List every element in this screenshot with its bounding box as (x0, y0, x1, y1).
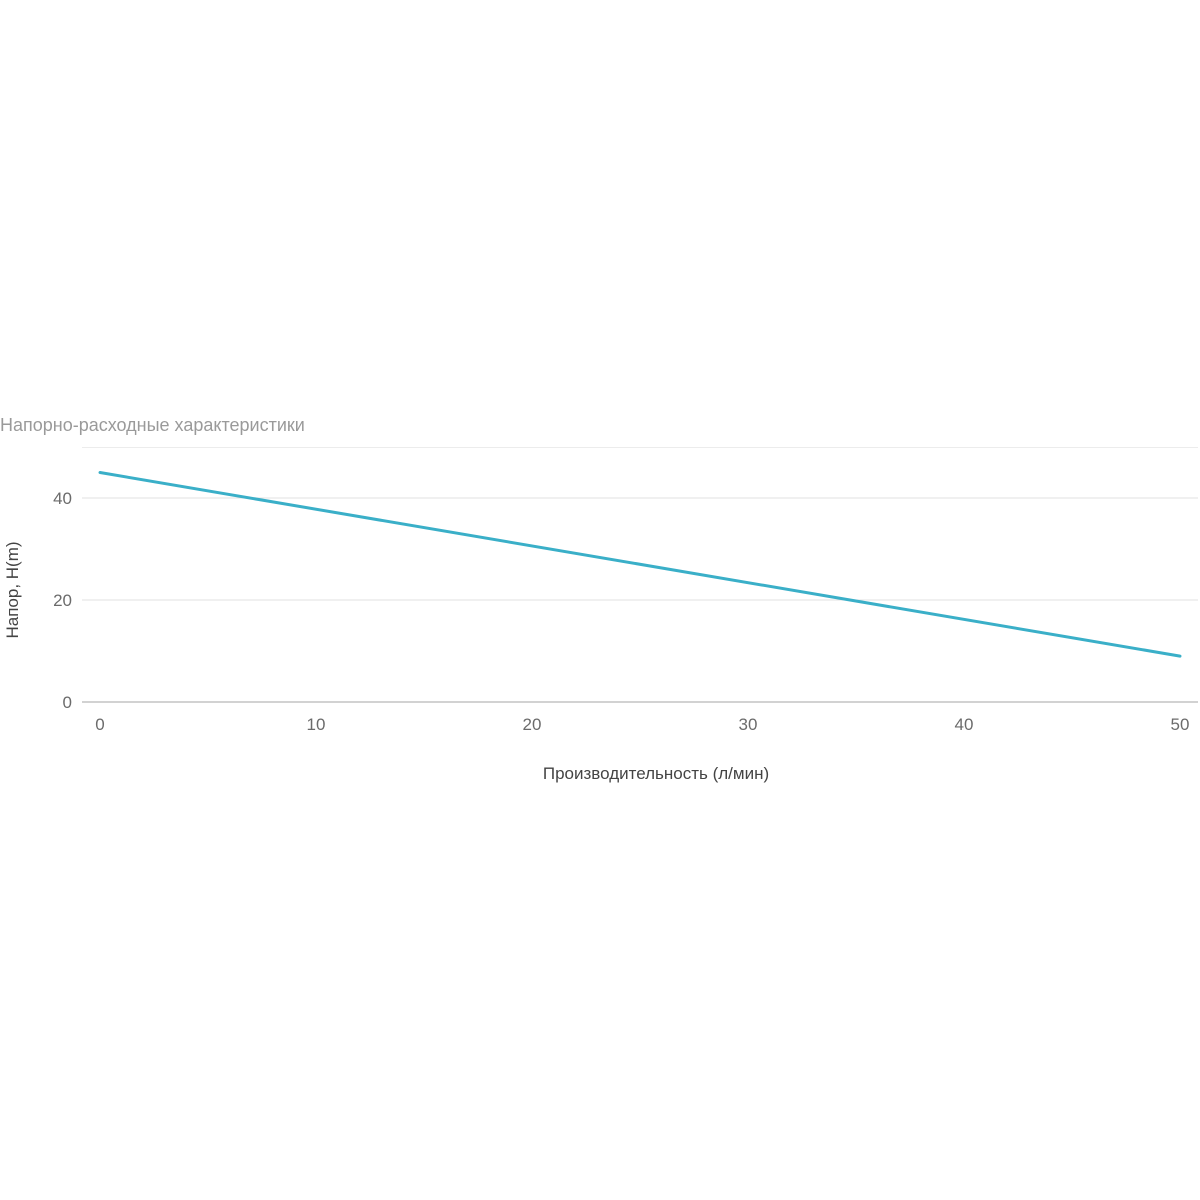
x-tick-label: 20 (523, 715, 542, 734)
series-line (98, 471, 1182, 658)
series-layer (98, 471, 1182, 658)
x-axis-title: Производительность (л/мин) (543, 764, 769, 783)
y-axis-ticks: 0 20 40 (53, 489, 72, 712)
x-tick-label: 50 (1171, 715, 1190, 734)
y-tick-label: 0 (63, 693, 72, 712)
x-tick-label: 40 (955, 715, 974, 734)
y-axis-title: Напор, H(m) (3, 541, 22, 638)
grid-lines (82, 447, 1198, 703)
x-tick-label: 0 (95, 715, 104, 734)
chart-title: Напорно-расходные характеристики (0, 415, 305, 435)
x-axis-ticks: 0 10 20 30 40 50 (95, 715, 1189, 734)
x-tick-label: 10 (307, 715, 326, 734)
y-tick-label: 40 (53, 489, 72, 508)
x-tick-label: 30 (739, 715, 758, 734)
y-tick-label: 20 (53, 591, 72, 610)
